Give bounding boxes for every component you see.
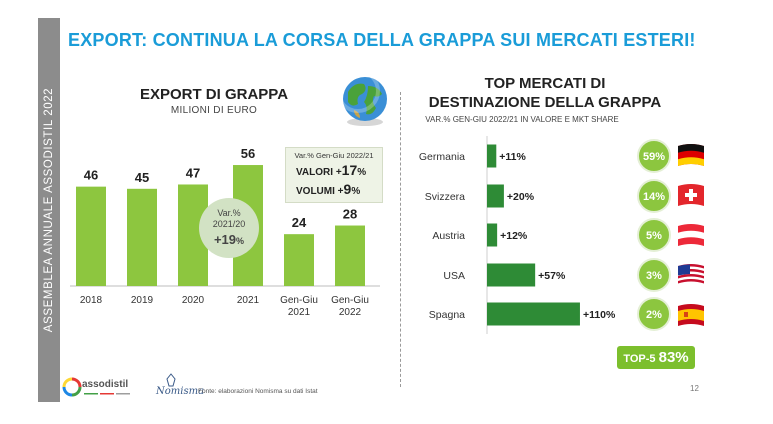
assodistil-logo-stripes (84, 393, 130, 395)
x-tick-label: 2022 (339, 307, 362, 318)
source-note: Fonte: elaborazioni Nomisma su dati Ista… (198, 388, 318, 395)
market-share-circle (637, 297, 671, 331)
bar-value-label: 47 (186, 165, 200, 180)
top5-badge: TOP-5 83% (617, 346, 695, 369)
volumi-pct-sign: % (351, 186, 361, 197)
left-chart-title: EXPORT DI GRAPPA (139, 86, 289, 103)
bar-value-label: 56 (241, 146, 255, 161)
market-share-label: 5% (646, 230, 662, 242)
bar-value-label: +20% (507, 191, 535, 203)
page-title: EXPORT: CONTINUA LA CORSA DELLA GRAPPA S… (68, 30, 696, 50)
austria-flag-icon (678, 224, 704, 246)
right-bar-chart: Germania +11% 59% Svizzera +20% 14% Austria +12… (419, 136, 671, 334)
nomisma-emblem-icon (166, 373, 176, 387)
bar (284, 234, 314, 286)
valori-label: VALORI + (296, 167, 342, 178)
category-label: USA (443, 270, 465, 282)
right-chart-subtitle: VAR.% GEN-GIU 2022/21 IN VALORE E MKT SH… (425, 115, 619, 124)
assodistil-logo-text: assodistil (82, 379, 129, 390)
valori-row: VALORI +17% (296, 162, 366, 178)
category-label: Austria (432, 230, 465, 242)
switzerland-flag-icon (678, 184, 704, 206)
market-share-circle (637, 139, 671, 173)
category-label: Svizzera (425, 191, 465, 203)
usa-flag-icon (678, 264, 704, 286)
valori-pct-sign: % (357, 167, 367, 178)
market-share-circle (637, 179, 671, 213)
market-share-label: 3% (646, 270, 662, 282)
germany-flag-icon (678, 144, 704, 166)
bubble-pct-sign: % (236, 236, 245, 246)
market-share-label: 2% (646, 309, 662, 321)
globe-icon (338, 74, 387, 126)
x-tick-label: 2018 (80, 295, 103, 306)
sidebar-band: ASSEMBLEA ANNUALE ASSODISTIL 2022 (38, 18, 60, 402)
top5-value: 83% (658, 349, 689, 366)
bar-value-label: 45 (135, 170, 149, 185)
market-share-label: 59% (643, 151, 665, 163)
category-label: Spagna (429, 309, 465, 321)
top5-label: TOP-5 (623, 353, 659, 365)
volumi-label: VOLUMI + (296, 186, 344, 197)
bar-value-label: +12% (500, 230, 528, 242)
value-box-header: Var.% Gen-Giu 2022/21 (294, 151, 374, 160)
bar-value-label: 46 (84, 168, 98, 183)
bubble-line2: 2021/20 (212, 219, 246, 229)
sidebar-text: ASSEMBLEA ANNUALE ASSODISTIL 2022 (43, 87, 55, 333)
bar-value-label: +11% (499, 151, 526, 163)
bar (487, 144, 497, 168)
market-share-circle (637, 218, 671, 252)
bar (487, 184, 504, 208)
spain-flag-icon (678, 304, 704, 326)
x-tick-label: Gen-Giu (331, 295, 369, 306)
bar (487, 302, 580, 326)
right-title-line2: DESTINAZIONE DELLA GRAPPA (428, 94, 662, 111)
right-title-line1: TOP MERCATI DI (484, 75, 606, 92)
bar (127, 188, 157, 286)
x-tick-label: 2020 (182, 295, 205, 306)
bar (76, 186, 106, 286)
assodistil-logo-icon (62, 377, 82, 397)
section-divider (400, 92, 401, 387)
market-share-circle (637, 258, 671, 292)
bar (487, 263, 536, 287)
right-chart-title: TOP MERCATI DI DESTINAZIONE DELLA GRAPPA (410, 74, 680, 112)
bar (487, 223, 498, 247)
x-tick-label: 2021 (288, 307, 311, 318)
nomisma-logo-text: Nomisma (156, 386, 205, 397)
var-bubble: Var.% 2021/20 +19% (199, 198, 259, 258)
left-chart-subtitle: MILIONI DI EURO (170, 105, 258, 116)
category-label: Germania (419, 151, 465, 163)
bar-value-label: +110% (583, 309, 616, 321)
page-number: 12 (690, 384, 699, 393)
bubble-line3: +19% (199, 232, 259, 247)
x-tick-label: Gen-Giu (280, 295, 318, 306)
bar (335, 225, 365, 286)
bubble-line1: Var.% (217, 208, 241, 218)
value-change-box: Var.% Gen-Giu 2022/21 VALORI +17% VOLUMI… (285, 147, 383, 203)
x-tick-label: 2021 (237, 295, 260, 306)
bar-value-label: +57% (538, 270, 566, 282)
bar-value-label: 24 (292, 215, 307, 230)
bubble-value: +19 (213, 232, 237, 247)
market-share-label: 14% (643, 191, 665, 203)
valori-value: 17 (341, 162, 358, 178)
volumi-row: VOLUMI +9% (296, 181, 360, 197)
x-tick-label: 2019 (131, 295, 154, 306)
volumi-value: 9 (343, 181, 352, 197)
bar-value-label: 28 (343, 207, 357, 222)
